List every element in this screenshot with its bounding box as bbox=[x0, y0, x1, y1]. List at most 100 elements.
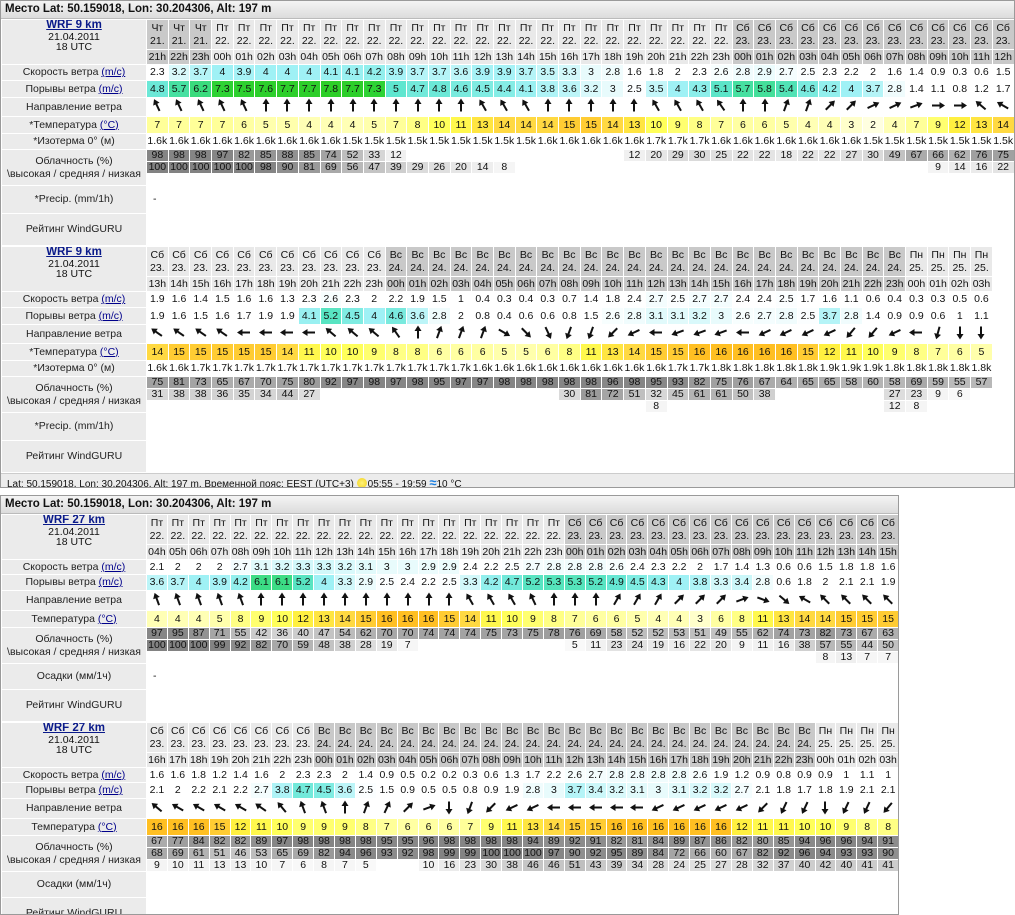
cloud-mid-cell: 69 bbox=[293, 848, 314, 860]
windguru-rating-cell bbox=[314, 690, 335, 722]
model-link[interactable]: WRF 9 km bbox=[2, 20, 146, 32]
wind-direction-arrow-icon bbox=[411, 98, 425, 113]
day-of-week: Сб bbox=[798, 22, 819, 35]
model-link[interactable]: WRF 27 km bbox=[2, 723, 146, 735]
day-date: 22. bbox=[668, 35, 689, 48]
temperature-cell: 2 bbox=[862, 117, 884, 134]
cloud-high-cell: 85 bbox=[773, 836, 794, 848]
cloud-high-cell: 95 bbox=[376, 836, 397, 848]
day-of-week: Сб bbox=[863, 22, 884, 35]
wind-gust-cell: 3.8 bbox=[690, 575, 711, 591]
precipitation-cell bbox=[355, 872, 376, 898]
hour-header: 20h bbox=[819, 277, 841, 292]
hour-header: 22h bbox=[689, 50, 711, 65]
direction-row: Направление ветра bbox=[2, 591, 899, 611]
wind-direction-cell bbox=[585, 591, 606, 611]
wind-gusts-label-unit-link[interactable]: (m/c) bbox=[99, 576, 123, 588]
cloud-mid-cell bbox=[775, 389, 797, 401]
day-of-week: Сб bbox=[212, 249, 233, 262]
cloud-mid-cell: 44 bbox=[857, 640, 878, 652]
day-of-week: Вс bbox=[776, 249, 797, 262]
precipitation-cell bbox=[397, 664, 418, 690]
windguru-rating-cell bbox=[884, 214, 906, 246]
wind-direction-arrow-icon bbox=[672, 800, 686, 815]
day-date: 23. bbox=[210, 738, 230, 751]
cloud-high-cell: 70 bbox=[397, 628, 418, 640]
windguru-rating-cell bbox=[188, 690, 209, 722]
day-date: 22. bbox=[494, 35, 515, 48]
temperature-label-unit-link[interactable]: (°C) bbox=[98, 821, 117, 833]
wind-direction-arrow-icon bbox=[172, 98, 186, 113]
model-link[interactable]: WRF 9 km bbox=[2, 247, 146, 259]
wind-direction-arrow-icon bbox=[693, 98, 707, 113]
wind-speed-cell: 4 bbox=[277, 65, 299, 81]
wind-gust-cell: 0.5 bbox=[418, 783, 439, 799]
cloud-mid-cell: 100 bbox=[168, 162, 190, 174]
precipitation-cell bbox=[645, 186, 667, 214]
cloud-low-cell bbox=[190, 401, 212, 413]
temperature-cell: 13 bbox=[314, 611, 335, 628]
wind-speed-label-unit-link[interactable]: (m/c) bbox=[101, 769, 125, 781]
precipitation-cell bbox=[335, 664, 356, 690]
wind-direction-cell bbox=[971, 98, 993, 117]
wind-direction-cell bbox=[397, 799, 418, 819]
day-date: 23. bbox=[884, 35, 905, 48]
day-date: 24. bbox=[429, 262, 450, 275]
cloud-high-cell: 82 bbox=[606, 836, 627, 848]
wind-gust-cell: 3 bbox=[543, 783, 564, 799]
wind-direction-cell bbox=[502, 799, 523, 819]
day-of-week: Пт bbox=[335, 517, 355, 530]
day-of-week: Сб bbox=[169, 249, 190, 262]
wind-gust-cell: 1.4 bbox=[906, 81, 928, 98]
hour-header: 19h bbox=[277, 277, 299, 292]
wind-gusts-label-unit-link[interactable]: (m/c) bbox=[99, 784, 123, 796]
temperature-label-unit-link[interactable]: (°C) bbox=[100, 346, 119, 358]
wind-gusts-label-unit-link[interactable]: (m/c) bbox=[99, 83, 123, 95]
precipitation-cell bbox=[397, 872, 418, 898]
day-of-week: Вс bbox=[711, 249, 732, 262]
cloud-mid-cell bbox=[797, 162, 819, 174]
wind-direction-arrow-icon bbox=[606, 98, 620, 113]
wind-gust-cell: 2.5 bbox=[624, 81, 646, 98]
windguru-rating-cell bbox=[537, 441, 559, 473]
precipitation-cell bbox=[188, 664, 209, 690]
wind-speed-cell: 3.6 bbox=[450, 65, 472, 81]
cloud-high-cell: 76 bbox=[971, 150, 993, 162]
model-link[interactable]: WRF 27 km bbox=[2, 515, 146, 527]
wind-gust-cell: 4.3 bbox=[689, 81, 711, 98]
wind-direction-cell bbox=[363, 325, 385, 344]
temperature-label-unit-link[interactable]: (°C) bbox=[98, 613, 117, 625]
hour-header: 23h bbox=[363, 277, 385, 292]
wind-gust-cell: 4.6 bbox=[450, 81, 472, 98]
temperature-cell: 8 bbox=[355, 819, 376, 836]
cloud-low-cell bbox=[363, 174, 385, 186]
day-of-week: Сб bbox=[627, 517, 647, 530]
precipitation-cell bbox=[147, 413, 169, 441]
wind-speed-cell: 0.6 bbox=[862, 292, 884, 308]
temperature-label-unit-link[interactable]: (°C) bbox=[100, 119, 119, 131]
day-date: 22. bbox=[516, 35, 537, 48]
hour-header: 18h bbox=[775, 277, 797, 292]
wind-speed-label-unit-link[interactable]: (m/c) bbox=[101, 66, 125, 78]
wind-speed-cell: 1.6 bbox=[624, 65, 646, 81]
precipitation-cell: - bbox=[147, 186, 169, 214]
cloud-low-cell bbox=[543, 652, 564, 664]
wind-speed-label-unit-link[interactable]: (m/c) bbox=[101, 561, 125, 573]
temperature-cell: 16 bbox=[376, 611, 397, 628]
wind-gust-cell: 5.2 bbox=[320, 308, 342, 325]
temperature-cell: 13 bbox=[472, 117, 494, 134]
wind-direction-arrow-icon bbox=[547, 592, 561, 607]
hour-header: 19h bbox=[711, 753, 732, 768]
wind-gust-cell: 2.1 bbox=[147, 783, 168, 799]
wind-speed-cell: 0.3 bbox=[906, 292, 928, 308]
wind-gusts-label-unit-link[interactable]: (m/c) bbox=[99, 310, 123, 322]
wind-speed-label-unit-link[interactable]: (m/c) bbox=[101, 293, 125, 305]
temperature-cell: 13 bbox=[971, 117, 993, 134]
